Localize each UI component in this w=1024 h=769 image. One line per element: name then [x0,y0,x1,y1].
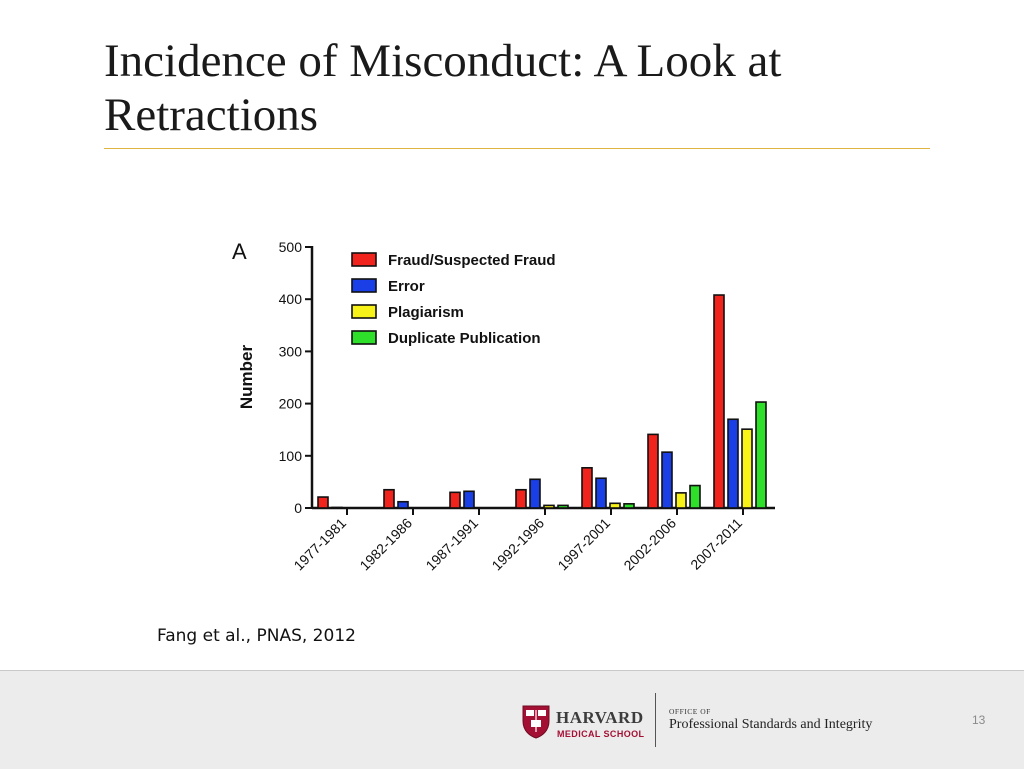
bar [331,506,343,509]
y-tick-label: 200 [279,396,303,412]
bar [647,433,659,509]
footer: HARVARD MEDICAL SCHOOL OFFICE OF Profess… [0,670,1024,769]
bar [581,467,593,509]
x-tick-label: 1982-1986 [356,515,415,574]
y-tick-label: 400 [279,291,303,307]
legend-swatch [351,304,377,319]
bar [449,491,461,509]
bar [529,478,541,509]
y-tick-label: 100 [279,448,303,464]
y-axis-title: Number [237,345,256,410]
y-tick-label: 500 [279,239,303,255]
bar [557,504,569,509]
x-tick-label: 1992-1996 [488,515,547,574]
citation: Fang et al., PNAS, 2012 [157,626,356,646]
panel-label: A [232,239,247,264]
legend-swatch [351,330,377,345]
bar [317,496,329,509]
bar [463,490,475,509]
title-rule [104,148,930,149]
office-label: OFFICE OF [669,707,711,716]
x-tick-label: 1977-1981 [290,515,349,574]
x-tick-label: 2007-2011 [687,515,745,573]
bar [713,294,725,509]
x-tick-label: 1987-1991 [422,515,481,574]
bar [727,418,739,509]
legend-label: Duplicate Publication [388,330,541,347]
page-number: 13 [972,713,986,727]
retractions-bar-chart: A Number 0 100 200 300 400 500 1977-1981 1982-198… [232,239,775,574]
bar [543,504,555,509]
x-tick-label: 2002-2006 [620,515,679,574]
legend-label: Error [388,278,425,295]
legend-swatch [351,252,377,267]
legend-swatch [351,278,377,293]
bar [515,488,527,509]
bar [595,477,607,509]
slide-title: Incidence of Misconduct: A Look at Retra… [104,35,782,141]
bar [397,500,409,509]
bar [661,451,673,509]
y-tick-label: 300 [279,343,303,359]
bar [623,503,635,509]
y-tick-label: 0 [294,500,302,516]
legend-label: Plagiarism [388,304,464,321]
office-name: Professional Standards and Integrity [669,717,873,732]
bar [741,428,753,509]
x-tick-label: 1997-2001 [554,515,613,574]
bar [609,502,621,509]
bar [755,401,767,509]
legend-label: Fraud/Suspected Fraud [388,252,556,269]
school-wordmark: MEDICAL SCHOOL [557,729,645,739]
harvard-shield-icon [522,705,550,739]
bar [675,492,687,509]
bar [383,488,395,509]
harvard-wordmark: HARVARD [556,708,644,727]
footer-divider [655,693,656,747]
bar [689,484,701,509]
